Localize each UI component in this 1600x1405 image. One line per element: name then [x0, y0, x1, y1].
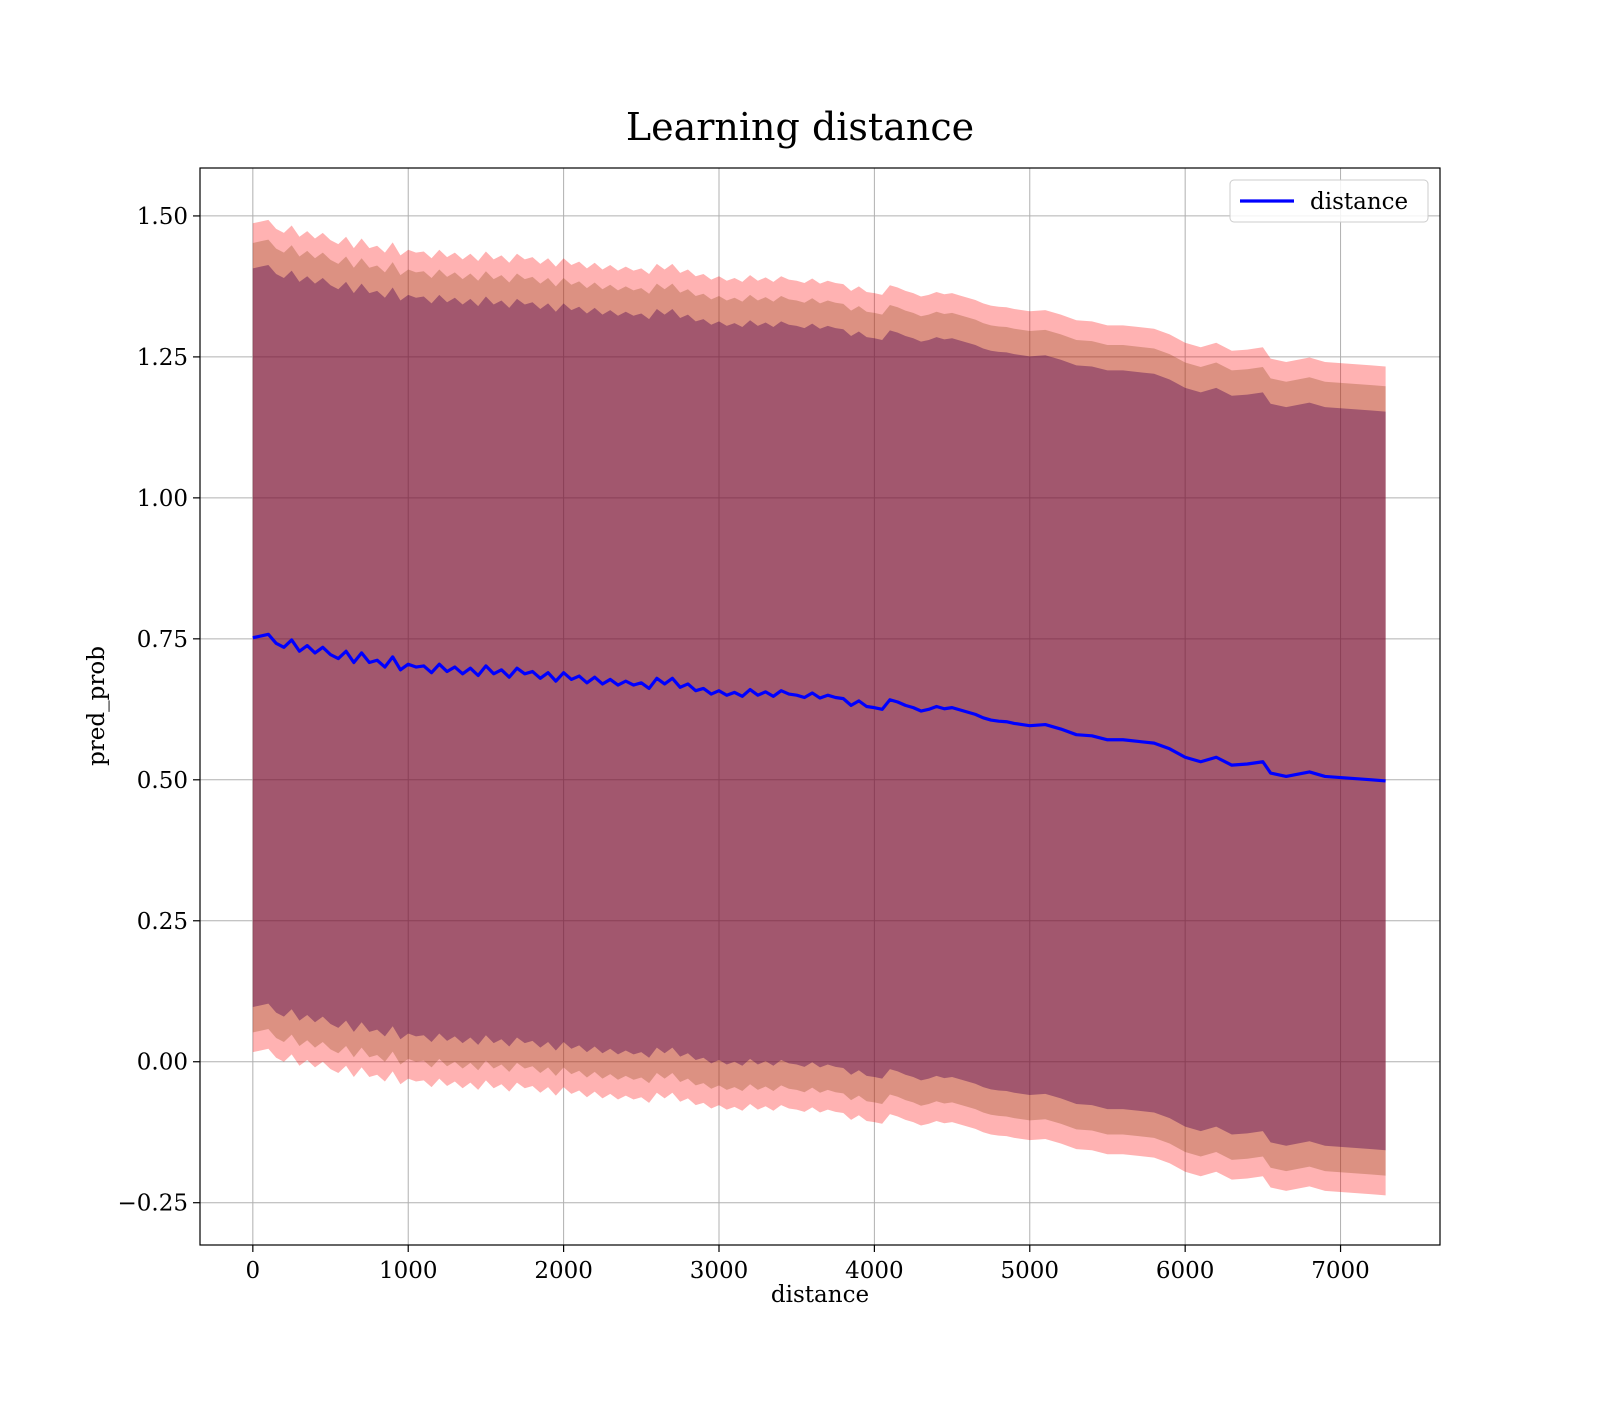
y-tick-label: −0.25: [118, 1191, 188, 1217]
x-tick-label: 4000: [845, 1258, 904, 1284]
y-axis-ticks: −0.25 0.00 0.25 0.50 0.75 1.00 1.25 1.50: [118, 204, 200, 1217]
y-tick-label: 0.75: [137, 627, 188, 653]
y-tick-label: 0.00: [137, 1050, 188, 1076]
x-tick-label: 0: [246, 1258, 261, 1284]
series-lines: [252, 632, 1386, 783]
legend: distance: [1229, 179, 1429, 223]
y-tick-label: 0.25: [137, 909, 188, 935]
legend-box: [1229, 179, 1429, 223]
x-axis-ticks: 0 1000 2000 3000 4000 5000 6000 7000: [246, 1245, 1370, 1284]
grid: [200, 168, 1440, 1245]
y-tick-label: 0.50: [137, 768, 188, 794]
y-tick-label: 1.25: [137, 345, 188, 371]
x-tick-label: 7000: [1311, 1258, 1370, 1284]
confidence-band-2: [252, 239, 1386, 1176]
x-tick-label: 6000: [1156, 1258, 1215, 1284]
confidence-band-1: [252, 219, 1386, 1196]
confidence-bands: [252, 219, 1386, 1196]
y-tick-label: 1.00: [137, 486, 188, 512]
y-tick-label: 1.50: [137, 204, 188, 230]
x-tick-label: 5000: [1001, 1258, 1060, 1284]
x-tick-label: 1000: [379, 1258, 438, 1284]
x-tick-label: 2000: [534, 1258, 593, 1284]
y-axis-label: pred_prob: [84, 646, 110, 766]
x-axis-label: distance: [771, 1282, 869, 1308]
confidence-band-3: [252, 264, 1386, 1151]
chart-title: Learning distance: [626, 105, 974, 149]
legend-label: distance: [1310, 189, 1408, 215]
x-tick-label: 3000: [690, 1258, 749, 1284]
plot-frame: [199, 167, 1441, 1246]
series-line-1: [252, 632, 1386, 783]
